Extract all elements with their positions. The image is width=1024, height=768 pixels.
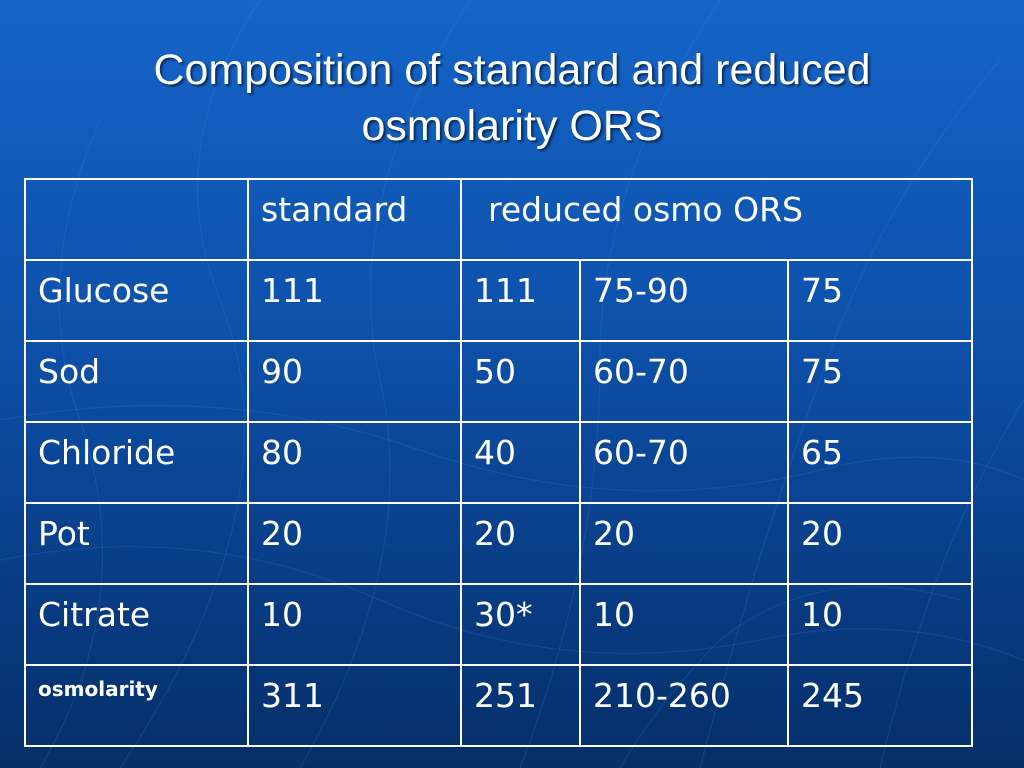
slide-title-line-1: Composition of standard and reduced: [153, 46, 871, 94]
table-row: Pot 20 20 20 20: [24, 502, 973, 585]
ors-composition-table: standard reduced osmo ORS Glucose 111 11…: [24, 178, 973, 747]
table-cell: 245: [787, 664, 973, 747]
table-row: osmolarity 311 251 210-260 245: [24, 664, 973, 747]
table-cell: 20: [460, 502, 581, 585]
table-row: Citrate 10 30* 10 10: [24, 583, 973, 666]
table-cell: 75: [787, 340, 973, 423]
table-cell: 10: [787, 583, 973, 666]
row-label-glucose: Glucose: [24, 259, 249, 342]
table-cell: 30*: [460, 583, 581, 666]
table-cell: 311: [247, 664, 462, 747]
table-cell: 210-260: [579, 664, 789, 747]
table-row: Glucose 111 111 75-90 75: [24, 259, 973, 342]
table-cell: 40: [460, 421, 581, 504]
table-cell: 20: [579, 502, 789, 585]
table-cell: 251: [460, 664, 581, 747]
table-cell: 80: [247, 421, 462, 504]
table-cell: 111: [247, 259, 462, 342]
table-row: Chloride 80 40 60-70 65: [24, 421, 973, 504]
table-cell: 75-90: [579, 259, 789, 342]
header-reduced-osmo-ors: reduced osmo ORS: [460, 178, 973, 261]
table-cell: 65: [787, 421, 973, 504]
table-cell: 75: [787, 259, 973, 342]
row-label-chloride: Chloride: [24, 421, 249, 504]
slide-title-line-2: osmolarity ORS: [361, 102, 663, 150]
table-header-row: standard reduced osmo ORS: [24, 178, 973, 261]
table-cell: 20: [247, 502, 462, 585]
table-cell: 20: [787, 502, 973, 585]
row-label-pot: Pot: [24, 502, 249, 585]
table-row: Sod 90 50 60-70 75: [24, 340, 973, 423]
table-cell: 50: [460, 340, 581, 423]
table-cell: 60-70: [579, 340, 789, 423]
table-cell: 90: [247, 340, 462, 423]
table-cell: 10: [247, 583, 462, 666]
table-cell: 10: [579, 583, 789, 666]
table-cell: 111: [460, 259, 581, 342]
row-label-sod: Sod: [24, 340, 249, 423]
header-standard: standard: [247, 178, 462, 261]
row-label-osmolarity: osmolarity: [24, 664, 249, 747]
header-corner-cell: [24, 178, 249, 261]
slide-title: Composition of standard and reduced osmo…: [0, 42, 1024, 154]
row-label-citrate: Citrate: [24, 583, 249, 666]
table-cell: 60-70: [579, 421, 789, 504]
